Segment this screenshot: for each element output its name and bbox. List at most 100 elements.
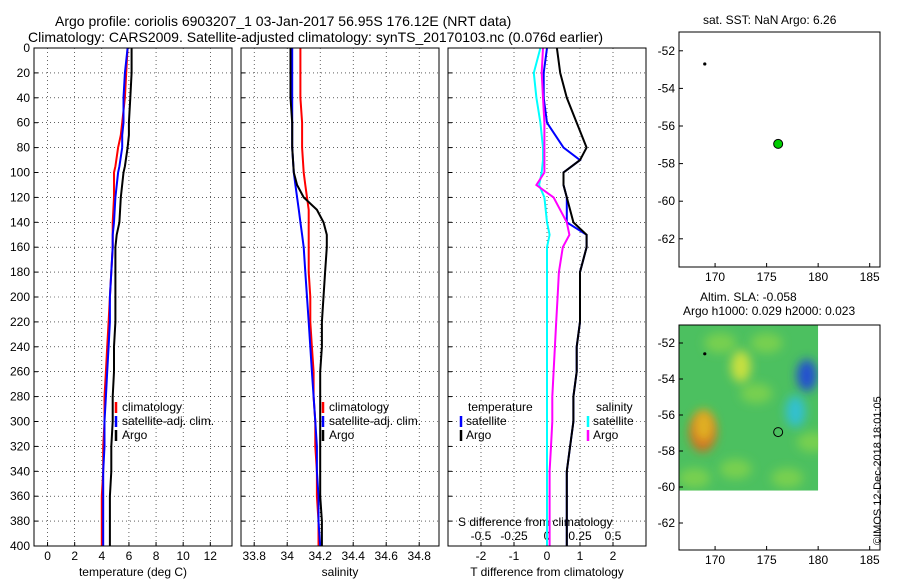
- plot-frame: [240, 47, 440, 547]
- legend-title-temperature: temperature: [468, 400, 533, 414]
- difference-profile-panel: -2 -1 0 1 2 S difference from climatology-0.5…: [447, 47, 647, 579]
- legend-label-argo: Argo: [122, 428, 148, 442]
- s-diff-tick-label: -0.5: [471, 529, 492, 543]
- x-tick-label: -2: [476, 549, 487, 563]
- x-axis-label: salinity: [322, 565, 359, 579]
- figure-title-line2: Climatology: CARS2009. Satellite-adjuste…: [28, 29, 604, 45]
- sla-blob-mid-high: [730, 350, 751, 383]
- series-line-climatology: [299, 48, 320, 546]
- y-tick-label: 240: [10, 340, 30, 354]
- map-y-tick-label: -62: [658, 232, 676, 246]
- y-tick-label: 40: [17, 91, 31, 105]
- map-point-small-marker: [703, 62, 707, 66]
- map-point-argo-position: [773, 427, 784, 438]
- map-y-tick-label: -54: [658, 372, 676, 386]
- y-tick-label: 20: [17, 66, 31, 80]
- series-line-argo: [289, 48, 328, 546]
- sla-field-patch: [797, 432, 819, 452]
- sla-field-patch: [679, 468, 711, 488]
- x-axis-label: T difference from climatology: [470, 565, 624, 579]
- legend-label-climatology: climatology: [122, 400, 182, 414]
- map-y-tick-label: -58: [658, 157, 676, 171]
- x-tick-label: 34.4: [342, 549, 366, 563]
- figure-title-line1: Argo profile: coriolis 6903207_1 03-Jan-…: [55, 13, 512, 29]
- x-tick-label: 34.8: [408, 549, 432, 563]
- map-x-tick-label: 180: [808, 553, 828, 567]
- y-tick-label: 360: [10, 489, 30, 503]
- y-tick-label: 180: [10, 265, 30, 279]
- x-tick-label: 34: [281, 549, 295, 563]
- sla-blob-mid-high: [693, 409, 714, 442]
- legend-label-argo: Argo: [329, 428, 355, 442]
- sla-map-title-line1: Altim. SLA: -0.058: [700, 290, 797, 304]
- x-tick-label: 10: [176, 549, 190, 563]
- series-line-salinity-satellite: [532, 47, 551, 546]
- x-tick-label: 6: [126, 549, 133, 563]
- x-tick-label: 1: [577, 549, 584, 563]
- series-line-satellite-adj-clim: [291, 48, 322, 547]
- sla-field-patch: [740, 383, 773, 404]
- sla-field-patch: [750, 333, 783, 353]
- map-x-tick-label: 185: [860, 553, 880, 567]
- legend-label-satellite-adj-clim: satellite-adj. clim.: [122, 414, 214, 428]
- sla-map-title-line2: Argo h1000: 0.029 h2000: 0.023: [683, 304, 856, 318]
- y-tick-label: 140: [10, 215, 30, 229]
- imos-timestamp: ©IMOS 12-Dec-2018 18:01:05: [872, 396, 884, 545]
- legend-label-climatology: climatology: [329, 400, 389, 414]
- salinity-profile-panel: 33.8 34 34.2 34.4 34.6 34.8 salinity climatolog…: [240, 47, 440, 579]
- x-tick-label: 0: [544, 549, 551, 563]
- y-tick-label: 160: [10, 240, 30, 254]
- x-tick-label: 8: [153, 549, 160, 563]
- sla-map-panel: 170 175 180 185 -52 -54 -56 -58 -60 -62: [658, 324, 881, 567]
- y-tick-label: 0: [23, 41, 30, 55]
- x-tick-label: 33.8: [243, 549, 267, 563]
- series-line-satellite-adj-clim: [102, 47, 129, 546]
- s-diff-tick-label: -0.25: [500, 529, 528, 543]
- y-tick-label: 380: [10, 514, 30, 528]
- sla-field-patch: [704, 333, 737, 353]
- y-tick-label: 260: [10, 365, 30, 379]
- sla-field-patch: [771, 468, 804, 488]
- map-y-tick-label: -62: [658, 516, 676, 530]
- y-tick-label: 300: [10, 415, 30, 429]
- x-tick-label: 4: [98, 549, 105, 563]
- s-difference-axis-label: S difference from climatology: [458, 515, 613, 529]
- sla-blob-low-mid: [785, 395, 806, 428]
- plot-frame: [33, 47, 233, 547]
- temperature-profile-panel: 0 2 4 6 8 10 120204060801001201401601802002202…: [10, 41, 233, 579]
- series-line-salinity-argo: [535, 47, 571, 546]
- y-tick-label: 200: [10, 290, 30, 304]
- legend-label-temperature-satellite: satellite: [466, 414, 507, 428]
- map-x-tick-label: 180: [808, 270, 828, 284]
- map-x-tick-label: 170: [705, 553, 725, 567]
- map-y-tick-label: -56: [658, 119, 676, 133]
- map-y-tick-label: -60: [658, 480, 676, 494]
- series-line-temperature-argo: [555, 47, 588, 546]
- y-tick-label: 220: [10, 315, 30, 329]
- sla-field-patch: [719, 459, 752, 479]
- legend-label-salinity-argo: Argo: [593, 428, 619, 442]
- map-y-tick-label: -54: [658, 81, 676, 95]
- sla-blob-low: [796, 359, 817, 392]
- map-point-argo-position: [773, 138, 784, 149]
- map-x-tick-label: 170: [705, 270, 725, 284]
- map-point-small-marker: [703, 352, 707, 356]
- x-tick-label: 0: [44, 549, 51, 563]
- plot-frame: [447, 47, 647, 547]
- map-frame: [678, 324, 881, 551]
- legend-label-satellite-adj-clim: satellite-adj. clim.: [329, 414, 421, 428]
- x-tick-label: -1: [509, 549, 520, 563]
- map-x-tick-label: 185: [860, 270, 880, 284]
- y-tick-label: 280: [10, 390, 30, 404]
- map-y-tick-label: -52: [658, 336, 676, 350]
- y-tick-label: 80: [17, 141, 31, 155]
- map-frame: [678, 31, 881, 268]
- y-tick-label: 340: [10, 464, 30, 478]
- x-tick-label: 12: [204, 549, 218, 563]
- map-x-tick-label: 175: [757, 270, 777, 284]
- x-tick-label: 34.2: [309, 549, 333, 563]
- y-tick-label: 60: [17, 116, 31, 130]
- x-axis-label: temperature (deg C): [79, 565, 187, 579]
- s-diff-tick-label: 0.25: [568, 529, 592, 543]
